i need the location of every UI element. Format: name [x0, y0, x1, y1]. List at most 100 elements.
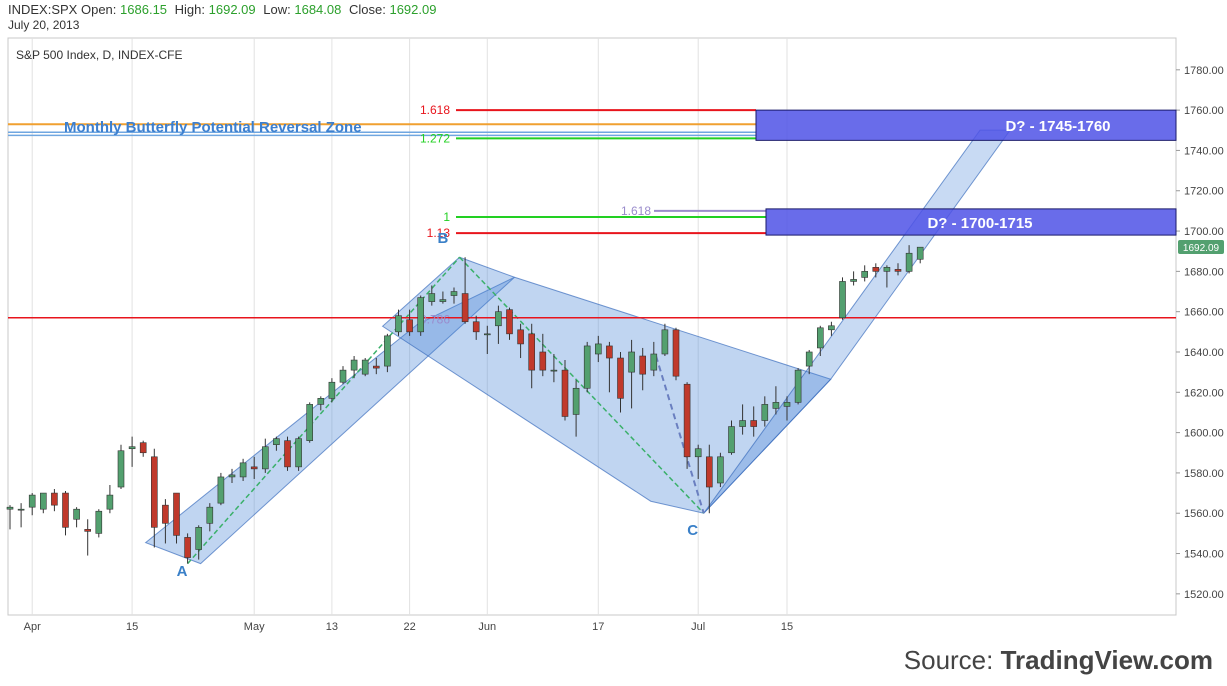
symbol-label: INDEX:SPX [8, 2, 78, 17]
candle-body [739, 420, 746, 427]
candle-body [828, 325, 835, 331]
candle-body [284, 440, 291, 468]
low-label: Low: [263, 2, 291, 17]
candle-body [717, 456, 724, 484]
candle-body [794, 369, 802, 403]
y-tick-label: 1720.00 [1184, 186, 1224, 198]
candle-body [672, 329, 680, 377]
candle-body [650, 353, 658, 371]
candle-body [506, 309, 513, 335]
candle-body [217, 476, 225, 504]
candle-body [683, 383, 691, 458]
candle-body [539, 351, 547, 371]
candle-body [894, 269, 902, 272]
candle-body [583, 345, 591, 389]
candle-body [306, 404, 314, 441]
fib-label: 1.618 [621, 204, 651, 218]
candle-body [162, 504, 169, 524]
source-prefix: Source: [903, 645, 1001, 675]
candle-body [850, 279, 857, 282]
candle-body [495, 311, 502, 327]
pivot-label: A [177, 563, 188, 580]
last-price-label: 1692.09 [1183, 243, 1220, 254]
x-tick-label: 22 [403, 621, 415, 633]
y-tick-label: 1520.00 [1184, 589, 1224, 601]
candle-body [317, 398, 325, 405]
candle-body [73, 508, 80, 520]
candle-body [273, 438, 280, 445]
candle-body [395, 315, 402, 333]
x-tick-label: May [244, 621, 265, 633]
candle-body [594, 343, 602, 355]
fib-label: 0.786 [420, 313, 450, 327]
candle-body [439, 299, 447, 302]
y-tick-label: 1660.00 [1184, 307, 1224, 319]
candle-body [606, 345, 613, 359]
close-value: 1692.09 [389, 2, 437, 17]
candle-body [17, 508, 25, 511]
fib-label: 1.272 [420, 131, 450, 145]
candle-body [883, 267, 891, 272]
candle-body [206, 506, 214, 524]
y-tick-label: 1640.00 [1184, 347, 1224, 359]
leg-ab [187, 256, 461, 565]
candle-body [872, 267, 880, 272]
candle-body [361, 359, 369, 375]
candle-body [628, 351, 635, 373]
candle-body [483, 333, 491, 336]
x-tick-label: 17 [592, 621, 604, 633]
candle-body [550, 369, 558, 372]
source-credit: Source: TradingView.com [904, 645, 1213, 676]
candle-body [761, 404, 769, 421]
candle-body [372, 365, 380, 369]
price-header: INDEX:SPX Open: 1686.15 High: 1692.09 Lo… [8, 2, 440, 17]
candle-body [694, 448, 702, 458]
candle-body [350, 359, 358, 371]
pivot-label: B [437, 230, 448, 247]
open-label: Open: [80, 2, 117, 17]
candle-body [750, 420, 758, 427]
x-tick-label: 15 [781, 621, 793, 633]
candle-body [816, 327, 824, 349]
candle-body [95, 510, 103, 534]
candle-body [561, 369, 569, 417]
candle-body [261, 446, 269, 470]
candle-body [6, 506, 14, 510]
candle-body [295, 438, 302, 468]
pivot-label: C [687, 522, 698, 539]
prz-annotation: Monthly Butterfly Potential Reversal Zon… [64, 119, 362, 136]
candle-body [661, 329, 669, 355]
candle-body [106, 494, 114, 510]
y-tick-label: 1760.00 [1184, 105, 1224, 117]
x-tick-label: Apr [24, 621, 41, 633]
y-tick-label: 1600.00 [1184, 428, 1224, 440]
candle-body [250, 466, 258, 470]
y-tick-label: 1700.00 [1184, 226, 1224, 238]
candle-body [139, 442, 147, 454]
x-tick-label: Jul [691, 621, 705, 633]
zone-label: D? - 1700-1715 [927, 215, 1032, 232]
candle-body [472, 321, 480, 333]
y-tick-label: 1580.00 [1184, 468, 1224, 480]
fib-label: 1.618 [420, 103, 450, 117]
candle-body [705, 456, 713, 488]
candle-body [62, 492, 69, 528]
candle-body [195, 527, 202, 550]
y-tick-label: 1620.00 [1184, 387, 1224, 399]
candle-body [84, 529, 91, 532]
y-tick-label: 1540.00 [1184, 549, 1224, 561]
fib-label: 1 [443, 210, 450, 224]
candle-body [772, 402, 780, 409]
y-tick-label: 1740.00 [1184, 145, 1224, 157]
candle-body [117, 450, 125, 488]
x-tick-label: 13 [326, 621, 338, 633]
candle-body [184, 537, 191, 558]
candle-body [528, 333, 536, 371]
candle-body [328, 381, 336, 399]
last-price-tag [1178, 239, 1224, 254]
candle-body [783, 402, 791, 407]
candle-body [173, 492, 180, 536]
candle-body [861, 271, 869, 278]
candle-body [417, 297, 425, 333]
